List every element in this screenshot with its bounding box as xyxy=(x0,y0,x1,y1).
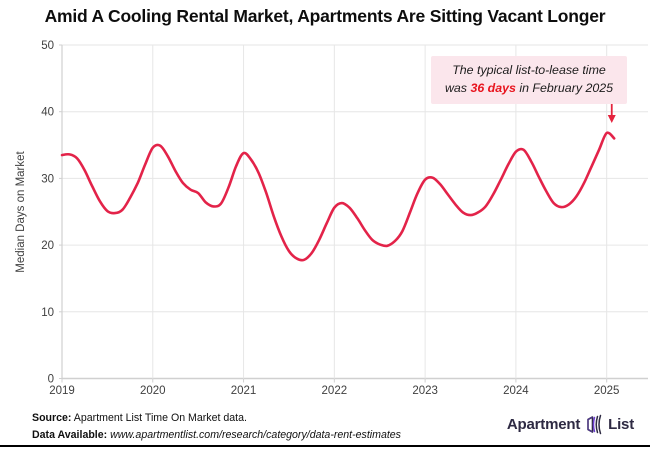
apartment-list-logo-icon xyxy=(587,414,602,435)
x-tick-label: 2020 xyxy=(140,385,166,397)
x-tick-label: 2019 xyxy=(49,385,75,397)
x-tick-label: 2022 xyxy=(322,385,348,397)
apartment-list-logo: Apartment List xyxy=(507,414,634,435)
data-available-label: Data Available: xyxy=(32,429,108,442)
series-line xyxy=(60,131,616,262)
y-tick-label: 10 xyxy=(41,307,54,319)
annotation-line1: The typical list-to-lease time xyxy=(435,62,623,80)
source-note: Source: Apartment List Time On Market da… xyxy=(32,410,401,444)
source-text: Apartment List Time On Market data. xyxy=(71,412,247,424)
y-axis-title: Median Days on Market xyxy=(15,151,27,273)
y-tick-label: 50 xyxy=(41,40,54,52)
x-tick-label: 2025 xyxy=(594,385,620,397)
annotation-highlight: 36 days xyxy=(470,80,516,95)
annotation-line2: was 36 days in February 2025 xyxy=(435,80,623,98)
x-tick-label: 2021 xyxy=(231,385,257,397)
x-tick-label: 2023 xyxy=(412,385,438,397)
annotation-arrow-head xyxy=(607,115,616,123)
data-available-line: Data Available: www.apartmentlist.com/re… xyxy=(32,427,401,444)
line-chart: 2019 2020 2021 2022 2023 2024 2025 0 10 20 30 40 50 xyxy=(41,40,648,397)
y-tick-label: 40 xyxy=(41,107,54,119)
annotation-text: was xyxy=(444,80,471,95)
bottom-divider xyxy=(0,445,650,447)
chart-title: Amid A Cooling Rental Market, Apartments… xyxy=(44,6,606,26)
source-line: Source: Apartment List Time On Market da… xyxy=(32,410,401,427)
annotation-text: in February 2025 xyxy=(515,80,614,95)
logo-text-list: List xyxy=(608,416,634,433)
x-tick-label: 2024 xyxy=(503,385,529,397)
y-tick-label: 30 xyxy=(41,173,54,185)
logo-text-apartment: Apartment xyxy=(506,416,581,433)
source-label: Source: xyxy=(32,412,72,424)
annotation-callout: The typical list-to-lease time was 36 da… xyxy=(431,56,627,105)
y-tick-label: 20 xyxy=(41,240,54,252)
y-tick-label: 0 xyxy=(48,374,54,386)
data-available-url: www.apartmentlist.com/research/category/… xyxy=(107,429,401,442)
annotation-text: The typical list-to-lease time xyxy=(452,63,606,77)
